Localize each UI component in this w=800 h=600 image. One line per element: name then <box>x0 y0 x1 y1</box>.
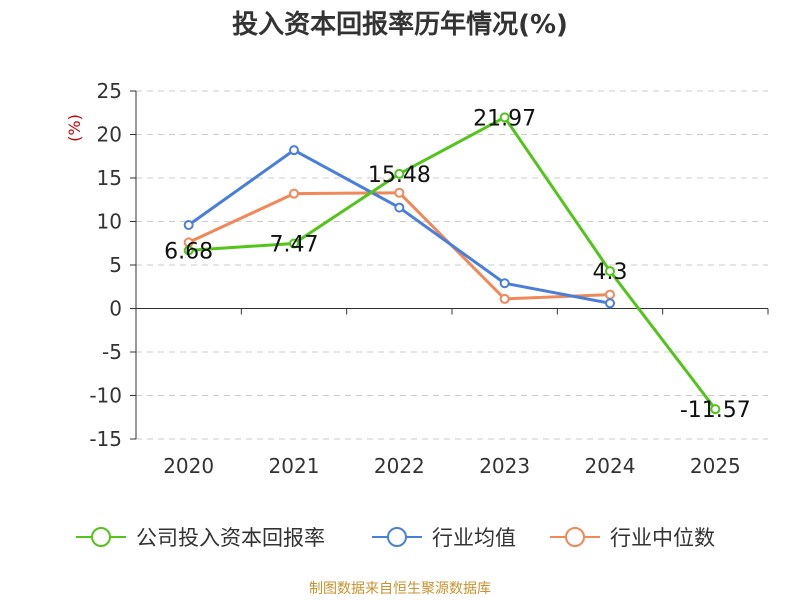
data-point <box>499 112 510 123</box>
grid-layer <box>136 90 768 440</box>
data-label: 7.47 <box>270 233 319 258</box>
data-point <box>499 278 510 289</box>
legend-line-marker-icon <box>76 527 126 547</box>
legend-item[interactable]: 公司投入资本回报率 <box>74 520 325 554</box>
y-tick-label: 20 <box>97 123 122 147</box>
y-tick-label: 25 <box>97 79 122 103</box>
data-point <box>605 289 615 300</box>
series-line <box>188 115 717 411</box>
source-note: 制图数据来自恒生聚源数据库 <box>309 581 491 597</box>
x-tick-label: 2023 <box>479 454 530 478</box>
legend-item[interactable]: 行业均值 <box>370 520 516 554</box>
y-tick-label: 15 <box>97 166 122 190</box>
y-tick-label: 5 <box>109 253 122 277</box>
data-point <box>710 404 721 415</box>
y-tick-label: -15 <box>89 427 122 451</box>
legend-line-marker-icon <box>550 527 600 547</box>
data-point <box>183 245 194 256</box>
legend-label: 行业中位数 <box>610 526 715 550</box>
y-tick-label: 0 <box>109 297 122 321</box>
data-point <box>183 219 194 230</box>
legend-label: 行业均值 <box>432 526 516 550</box>
y-axis-title: (%) <box>65 114 84 142</box>
data-point <box>289 238 299 249</box>
legend-label: 公司投入资本回报率 <box>136 526 325 550</box>
x-tick-label: 2021 <box>269 454 320 478</box>
data-label: 15.48 <box>368 163 431 188</box>
data-label: 6.68 <box>164 239 213 264</box>
x-tick-label: 2025 <box>690 454 741 478</box>
data-point <box>289 145 299 156</box>
data-point <box>394 202 405 213</box>
legend-item[interactable]: 行业中位数 <box>548 520 715 554</box>
data-point <box>394 168 405 179</box>
data-label: -11.57 <box>680 398 751 423</box>
x-tick-label: 2022 <box>374 454 425 478</box>
x-tick-label: 2024 <box>585 454 636 478</box>
data-point <box>289 188 299 199</box>
chart-title: 投入资本回报率历年情况(%) <box>232 10 568 40</box>
data-point <box>605 298 615 309</box>
data-label: 4.3 <box>593 260 628 285</box>
data-label: 21.97 <box>473 106 536 131</box>
y-tick-label: -10 <box>89 384 122 408</box>
label-layer: 6.68 7.47 15.48 21.97 4.3 -11.57 <box>164 106 751 423</box>
data-point <box>394 187 405 198</box>
x-tick-label: 2020 <box>163 454 214 478</box>
data-point <box>605 266 615 277</box>
data-point <box>499 293 510 304</box>
series-layer <box>183 112 721 415</box>
y-tick-label: 10 <box>97 210 122 234</box>
legend-line-marker-icon <box>372 527 422 547</box>
y-tick-label: -5 <box>102 340 122 364</box>
